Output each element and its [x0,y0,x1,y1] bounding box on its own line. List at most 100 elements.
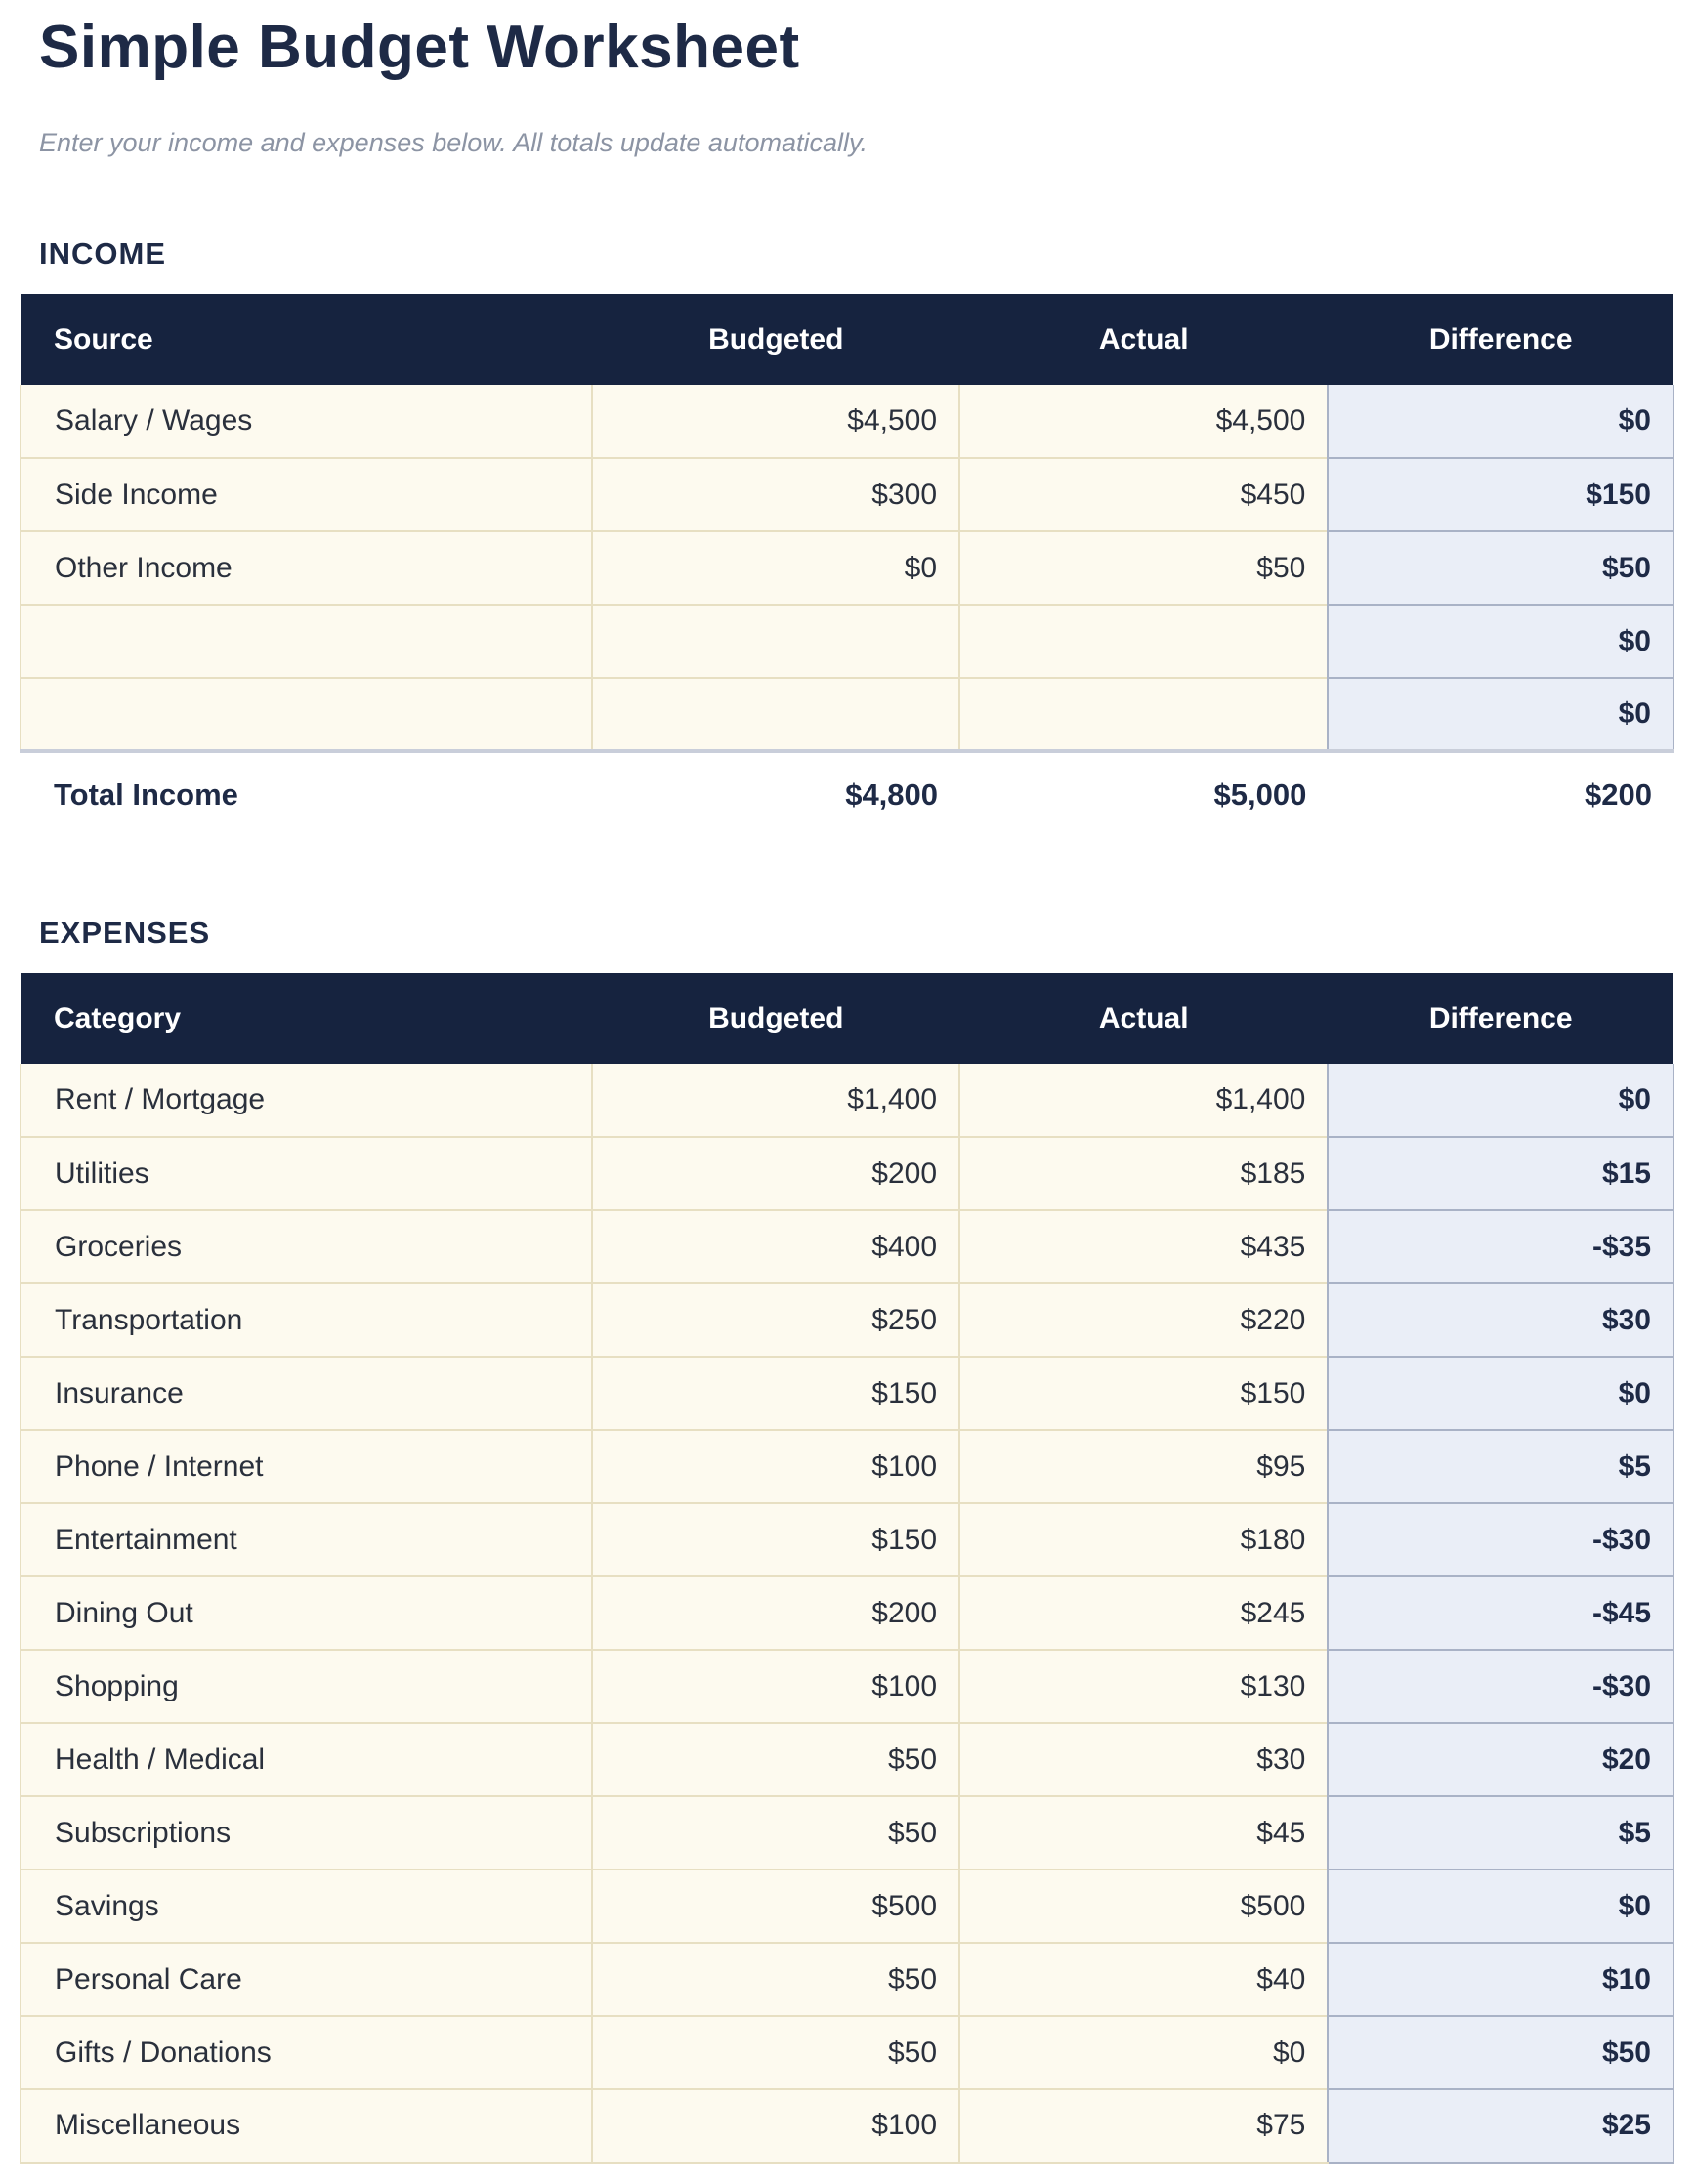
total-income-label: Total Income [21,749,593,838]
total-income-difference: $200 [1328,749,1673,838]
budgeted-value-cell[interactable]: $50 [591,1942,960,2017]
budgeted-value-cell[interactable]: $100 [591,1429,960,1504]
actual-value-cell[interactable]: $130 [958,1649,1329,1724]
table-row: Personal Care $50 $40 $10 [19,1942,1674,2017]
expenses-table-header: Category Budgeted Actual Difference [21,973,1673,1065]
actual-value-cell[interactable]: $180 [958,1502,1329,1577]
row-label: Entertainment [19,1502,593,1577]
actual-value-cell[interactable]: $0 [958,2015,1329,2090]
budgeted-value-cell[interactable]: $50 [591,1722,960,1797]
actual-value-cell[interactable]: $75 [958,2088,1329,2164]
column-header-difference: Difference [1328,294,1673,386]
difference-value: -$45 [1327,1575,1674,1651]
actual-value-cell[interactable]: $150 [958,1356,1329,1431]
budgeted-value-cell[interactable]: $50 [591,1795,960,1870]
budgeted-value-cell[interactable]: $500 [591,1869,960,1944]
row-label: Other Income [19,530,593,606]
actual-value-cell[interactable]: $500 [958,1869,1329,1944]
difference-value: $15 [1327,1136,1674,1211]
difference-value: $0 [1327,677,1674,752]
actual-value-cell[interactable] [958,604,1329,679]
difference-value: $25 [1327,2088,1674,2164]
table-row: Subscriptions $50 $45 $5 [19,1795,1674,1870]
table-row: Gifts / Donations $50 $0 $50 [19,2015,1674,2090]
actual-value-cell[interactable]: $30 [958,1722,1329,1797]
actual-value-cell[interactable]: $1,400 [958,1064,1329,1138]
difference-value: $5 [1327,1795,1674,1870]
row-label [19,677,593,752]
actual-value-cell[interactable]: $40 [958,1942,1329,2017]
row-label: Utilities [19,1136,593,1211]
actual-value-cell[interactable]: $245 [958,1575,1329,1651]
difference-value: $0 [1327,1356,1674,1431]
difference-value: $0 [1327,1869,1674,1944]
difference-value: -$30 [1327,1502,1674,1577]
row-label: Miscellaneous [19,2088,593,2164]
row-label: Gifts / Donations [19,2015,593,2090]
table-row: $0 [19,604,1674,679]
budgeted-value-cell[interactable]: $200 [591,1575,960,1651]
table-row: Dining Out $200 $245 -$45 [19,1575,1674,1651]
row-label: Subscriptions [19,1795,593,1870]
budgeted-value-cell[interactable]: $200 [591,1136,960,1211]
row-label: Transportation [19,1282,593,1358]
table-row: Salary / Wages $4,500 $4,500 $0 [19,385,1674,459]
column-header-source: Source [21,294,593,386]
budgeted-value-cell[interactable]: $150 [591,1502,960,1577]
table-row: Savings $500 $500 $0 [19,1869,1674,1944]
actual-value-cell[interactable]: $95 [958,1429,1329,1504]
row-label: Personal Care [19,1942,593,2017]
budgeted-value-cell[interactable]: $100 [591,1649,960,1724]
row-label: Rent / Mortgage [19,1064,593,1138]
table-row: Other Income $0 $50 $50 [19,530,1674,606]
actual-value-cell[interactable]: $435 [958,1209,1329,1284]
table-row: Transportation $250 $220 $30 [19,1282,1674,1358]
budgeted-value-cell[interactable]: $300 [591,457,960,532]
income-table-header: Source Budgeted Actual Difference [21,294,1673,386]
table-row: Side Income $300 $450 $150 [19,457,1674,532]
budgeted-value-cell[interactable]: $250 [591,1282,960,1358]
budgeted-value-cell[interactable]: $400 [591,1209,960,1284]
income-section-label: INCOME [39,236,166,272]
total-income-actual: $5,000 [959,749,1329,838]
table-row: Shopping $100 $130 -$30 [19,1649,1674,1724]
budgeted-value-cell[interactable] [591,677,960,752]
table-row: Miscellaneous $100 $75 $25 [19,2088,1674,2164]
actual-value-cell[interactable]: $45 [958,1795,1329,1870]
actual-value-cell[interactable] [958,677,1329,752]
table-row: Insurance $150 $150 $0 [19,1356,1674,1431]
budgeted-value-cell[interactable]: $4,500 [591,385,960,459]
row-label: Groceries [19,1209,593,1284]
difference-value: $0 [1327,1064,1674,1138]
actual-value-cell[interactable]: $185 [958,1136,1329,1211]
column-header-budgeted: Budgeted [592,973,960,1065]
difference-value: $30 [1327,1282,1674,1358]
difference-value: $50 [1327,2015,1674,2090]
budgeted-value-cell[interactable]: $50 [591,2015,960,2090]
difference-value: $150 [1327,457,1674,532]
row-label: Phone / Internet [19,1429,593,1504]
budgeted-value-cell[interactable]: $0 [591,530,960,606]
table-row: Entertainment $150 $180 -$30 [19,1502,1674,1577]
total-income-budgeted: $4,800 [592,749,960,838]
column-header-actual: Actual [959,973,1329,1065]
row-label: Salary / Wages [19,385,593,459]
actual-value-cell[interactable]: $50 [958,530,1329,606]
row-label: Shopping [19,1649,593,1724]
difference-value: $5 [1327,1429,1674,1504]
actual-value-cell[interactable]: $4,500 [958,385,1329,459]
budgeted-value-cell[interactable]: $1,400 [591,1064,960,1138]
expenses-section-label: EXPENSES [39,915,211,950]
actual-value-cell[interactable]: $450 [958,457,1329,532]
budgeted-value-cell[interactable]: $100 [591,2088,960,2164]
table-row: $0 [19,677,1674,752]
column-header-difference: Difference [1328,973,1673,1065]
difference-value: $50 [1327,530,1674,606]
column-header-actual: Actual [959,294,1329,386]
row-label: Insurance [19,1356,593,1431]
difference-value: $0 [1327,604,1674,679]
budgeted-value-cell[interactable] [591,604,960,679]
budgeted-value-cell[interactable]: $150 [591,1356,960,1431]
actual-value-cell[interactable]: $220 [958,1282,1329,1358]
difference-value: $0 [1327,385,1674,459]
